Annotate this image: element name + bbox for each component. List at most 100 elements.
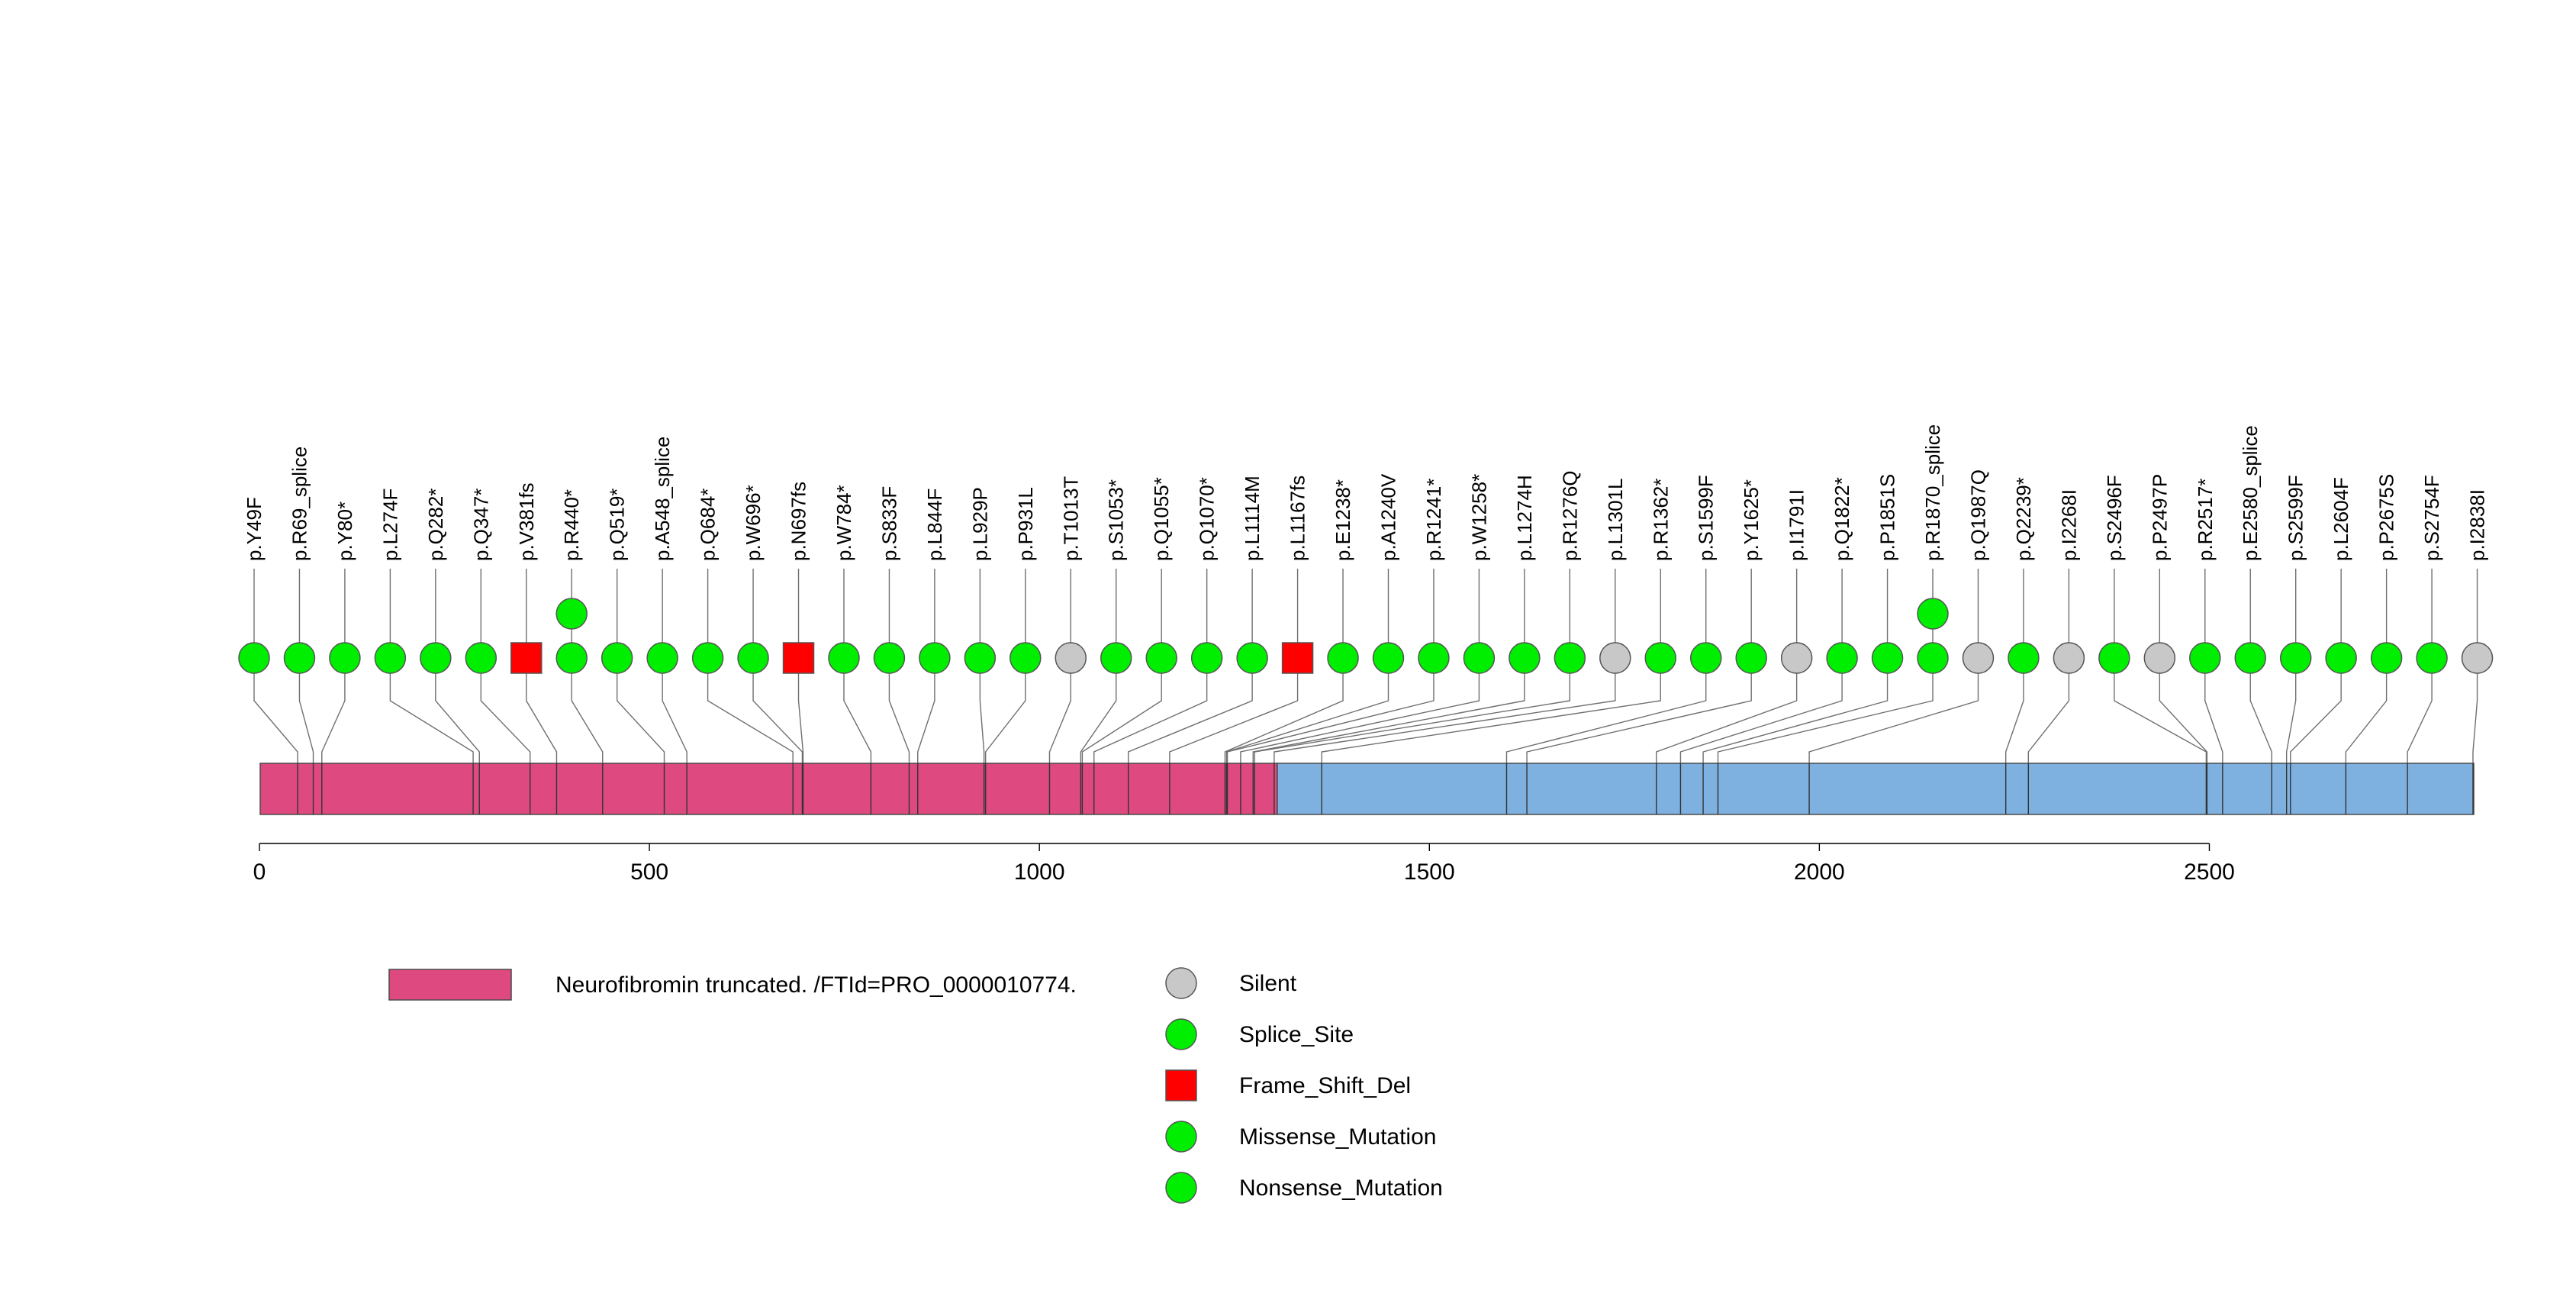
connector-line (389, 673, 474, 763)
legend-marker-circle (1165, 967, 1197, 999)
mutation-label: p.E1238* (1331, 479, 1354, 561)
mutation-label: p.Y80* (333, 501, 356, 561)
mutation-label: p.S2599F (2285, 475, 2307, 561)
mutation-marker-circle (238, 642, 270, 674)
axis-tick-label: 2000 (1794, 859, 1845, 885)
mutation-label: p.S833F (877, 486, 900, 561)
mutation-marker-circle (2098, 642, 2130, 674)
mutation-label: p.S1053* (1105, 479, 1128, 561)
mutation-label: p.R1362* (1649, 479, 1672, 561)
mutation-label: p.Q282* (424, 489, 447, 561)
protein-domain-bar (259, 763, 2475, 815)
mutation-label: p.R440* (560, 489, 583, 561)
mutation-label: p.P1851S (1876, 474, 1899, 561)
legend-marker-square (1165, 1069, 1197, 1101)
mutation-label: p.L1274H (1513, 475, 1536, 561)
connector-line (2249, 673, 2272, 763)
connector-line (1240, 673, 1480, 763)
legend: Neurofibromin truncated. /FTId=PRO_00000… (388, 967, 1443, 1204)
connector-line (984, 673, 1026, 763)
legend-mutation-type-label: Splice_Site (1239, 1022, 1354, 1047)
connector-line (1128, 673, 1253, 763)
mutation-label: p.V381fs (515, 482, 538, 561)
mutation-marker-circle (2189, 642, 2221, 674)
connector-line (321, 673, 346, 763)
mutation-marker-circle (1509, 642, 1541, 674)
connector-line (752, 673, 803, 763)
mutation-marker-circle (1780, 642, 1813, 674)
mutation-label: p.S2754F (2420, 475, 2443, 561)
connector-lines (253, 673, 2478, 763)
mutation-marker-square (510, 642, 543, 674)
axis-tick-label: 2500 (2184, 859, 2235, 885)
mutation-marker-circle (2143, 642, 2176, 674)
mutation-marker-circle (1917, 642, 1949, 674)
mutation-marker-circle (1418, 642, 1450, 674)
mutation-marker-circle (374, 642, 407, 674)
legend-mutation-type-label: Missense_Mutation (1239, 1124, 1436, 1150)
mutation-label: p.R1276Q (1558, 470, 1581, 561)
mutation-marker-circle (1372, 642, 1405, 674)
connector-line (1225, 673, 1389, 763)
mutation-marker-circle (329, 642, 361, 674)
mutation-marker-circle (1554, 642, 1586, 674)
connector-line (1081, 673, 1162, 763)
connector-line (1080, 673, 1117, 763)
mutation-label: p.R2517* (2194, 479, 2217, 561)
mutation-marker-circle (1190, 642, 1223, 674)
legend-domain-swatch (388, 969, 512, 1001)
mutation-label: p.R69_splice (288, 447, 311, 561)
mutation-marker-circle (873, 642, 906, 674)
mutation-marker-circle (2008, 642, 2040, 674)
mutation-label: p.I2838I (2466, 489, 2489, 561)
mutation-marker-circle (1327, 642, 1359, 674)
mutation-marker-circle (420, 642, 452, 674)
mutation-label: p.P2675S (2375, 474, 2398, 561)
mutation-marker-circle (283, 642, 316, 674)
connector-line (298, 673, 314, 763)
mutation-marker-circle (555, 598, 588, 630)
mutation-label: p.L1167fs (1286, 476, 1309, 561)
mutation-marker-circle (1962, 642, 1995, 674)
mutation-marker-circle (1871, 642, 1904, 674)
mutation-label: p.N697fs (787, 482, 810, 561)
connector-line (1321, 673, 1661, 763)
mutation-label: p.S2496F (2103, 475, 2126, 561)
legend-marker-circle (1165, 1018, 1197, 1050)
connector-line (2345, 673, 2388, 763)
legend-mutation-type-label: Nonsense_Mutation (1239, 1176, 1443, 1201)
mutation-marker-circle (2234, 642, 2266, 674)
mutation-label: p.P931L (1014, 487, 1037, 561)
legend-mutation-type-label: Frame_Shift_Del (1239, 1073, 1411, 1098)
connector-line (1274, 673, 1616, 763)
mutation-marker-square (782, 642, 815, 674)
domain-segment-1 (259, 763, 1278, 815)
connector-line (1224, 673, 1344, 763)
mutation-label: p.Y49F (243, 497, 266, 561)
mutation-label: p.L929P (968, 487, 991, 561)
connector-line (253, 673, 298, 763)
connector-line (571, 673, 604, 763)
mutation-marker-circle (646, 642, 678, 674)
mutation-marker-circle (2416, 642, 2448, 674)
legend-marker-circle (1165, 1121, 1197, 1153)
connector-line (2285, 673, 2297, 763)
connector-line (616, 673, 665, 763)
mutation-labels: p.Y49F p.R69_splice p.Y80* p.L274F p.Q282* p.… (243, 424, 2489, 561)
mutation-label: p.Q519* (606, 489, 629, 561)
mutation-marker-circle (2279, 642, 2312, 674)
connector-line (2114, 673, 2207, 763)
connector-line (1093, 673, 1208, 763)
mutation-label: p.Q1987Q (1966, 469, 1989, 561)
mutation-marker-circle (465, 642, 497, 674)
mutation-label: p.T1013T (1059, 476, 1082, 561)
mutation-label: p.R1241* (1422, 479, 1445, 561)
mutation-label: p.W784* (832, 485, 855, 561)
connector-line (979, 673, 985, 763)
mutation-label: p.I2268I (2057, 489, 2080, 561)
connector-line (1702, 673, 1889, 763)
mutation-marker-circle (1236, 642, 1268, 674)
mutation-label: p.Q347* (469, 489, 492, 561)
mutation-marker-circle (555, 642, 588, 674)
mutation-marker-circle (2461, 642, 2494, 674)
